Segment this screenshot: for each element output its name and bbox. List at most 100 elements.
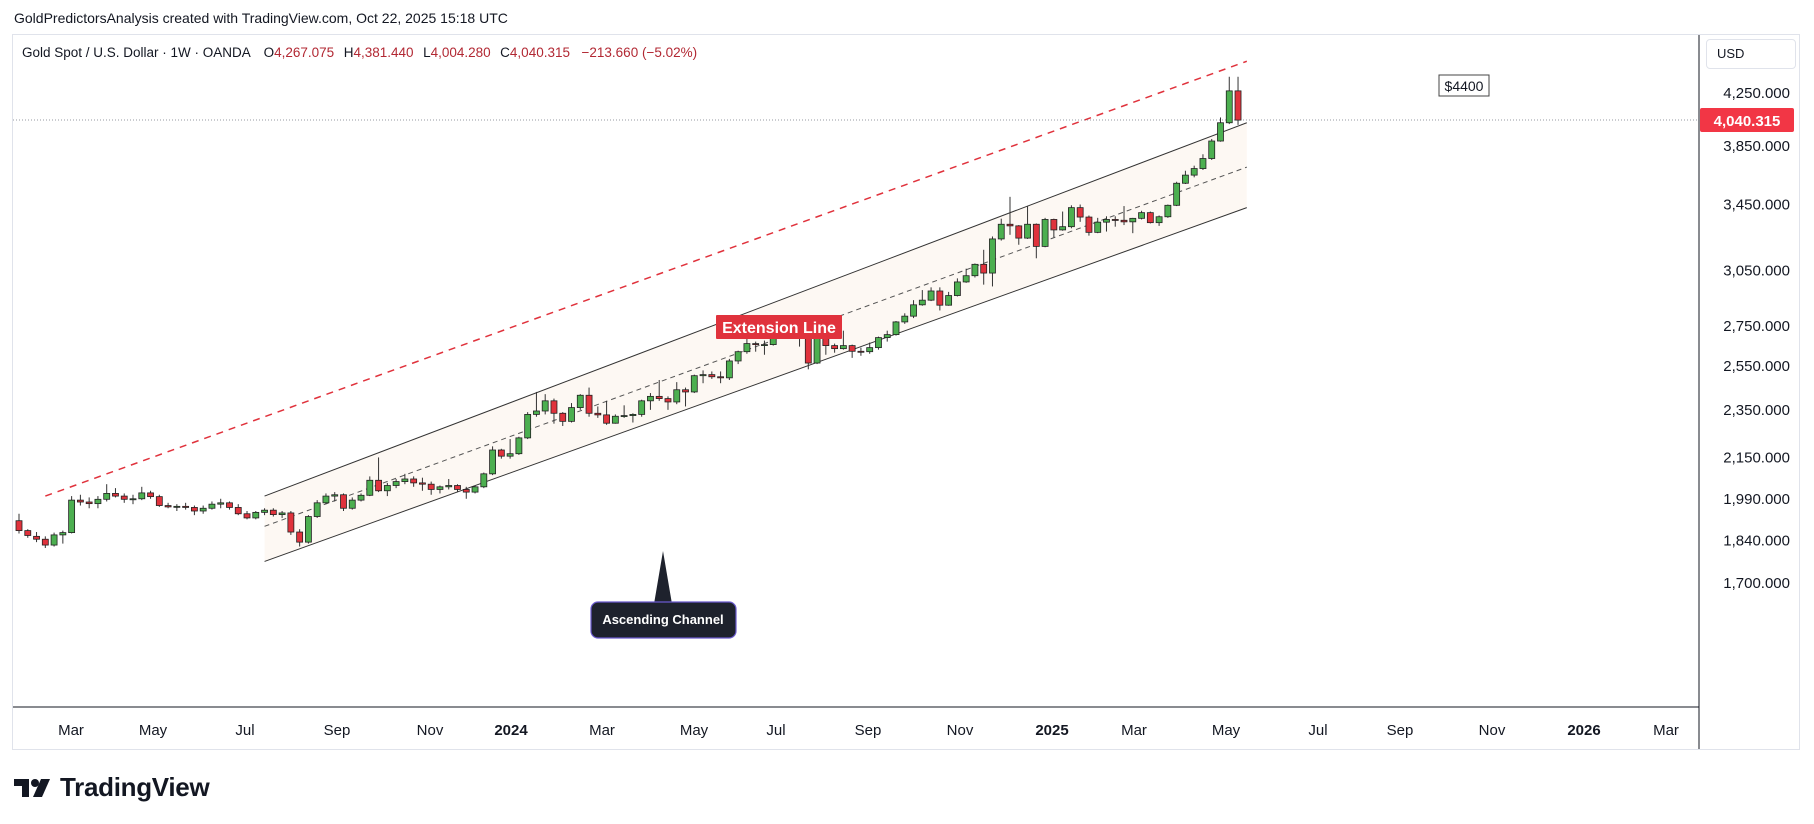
candle[interactable] [348, 497, 356, 510]
candle[interactable] [445, 478, 453, 490]
candle[interactable] [357, 493, 365, 502]
candle[interactable] [647, 393, 654, 410]
candle[interactable] [524, 412, 532, 440]
candle[interactable] [454, 484, 461, 493]
candle[interactable] [419, 477, 426, 491]
candle[interactable] [313, 500, 321, 518]
candle[interactable] [1146, 211, 1154, 224]
candle[interactable] [410, 476, 418, 487]
candle[interactable] [1155, 215, 1163, 226]
candle[interactable] [1041, 217, 1049, 248]
candle[interactable] [489, 446, 496, 476]
candle[interactable] [533, 391, 540, 417]
candle[interactable] [655, 379, 663, 401]
candle[interactable] [383, 482, 391, 497]
candle[interactable] [1234, 76, 1242, 125]
candle[interactable] [734, 350, 742, 365]
candle[interactable] [164, 502, 172, 509]
candle[interactable] [699, 370, 707, 384]
candle[interactable] [936, 287, 944, 311]
candle[interactable] [629, 413, 637, 423]
candle[interactable] [515, 436, 523, 455]
candle[interactable] [243, 511, 251, 520]
candle[interactable] [322, 493, 330, 505]
tradingview-brand[interactable]: TradingView [14, 772, 210, 803]
candle[interactable] [576, 394, 584, 410]
candle[interactable] [427, 481, 435, 495]
candle[interactable] [1059, 211, 1067, 231]
candle[interactable] [901, 313, 909, 324]
candle[interactable] [1085, 215, 1093, 236]
candle[interactable] [85, 497, 93, 509]
candle[interactable] [1199, 154, 1207, 171]
candle[interactable] [664, 396, 672, 410]
candle[interactable] [68, 496, 76, 534]
candle[interactable] [1182, 170, 1189, 184]
candle[interactable] [173, 504, 181, 512]
candle[interactable] [120, 493, 128, 503]
candle[interactable] [997, 218, 1005, 241]
candle[interactable] [226, 501, 233, 510]
lower-channel-line[interactable] [264, 207, 1247, 562]
candle[interactable] [953, 278, 961, 297]
candle[interactable] [375, 457, 382, 493]
candle[interactable] [682, 387, 689, 407]
candle[interactable] [690, 374, 698, 394]
candle[interactable] [725, 358, 733, 380]
candle[interactable] [269, 508, 277, 517]
candle[interactable] [1208, 138, 1216, 160]
candle[interactable] [33, 532, 40, 543]
candle[interactable] [480, 472, 488, 489]
candle[interactable] [1015, 225, 1023, 245]
candle[interactable] [208, 501, 216, 510]
candle[interactable] [129, 494, 137, 505]
candle[interactable] [989, 236, 996, 287]
candle[interactable] [340, 493, 347, 512]
candle[interactable] [155, 494, 163, 507]
candle[interactable] [24, 529, 32, 538]
candle[interactable] [1024, 206, 1031, 239]
candle[interactable] [199, 505, 207, 514]
candle[interactable] [436, 485, 444, 494]
candle[interactable] [585, 387, 593, 417]
candle[interactable] [305, 515, 312, 544]
candle[interactable] [50, 532, 58, 547]
candle[interactable] [234, 504, 242, 516]
candle[interactable] [182, 502, 190, 510]
candle[interactable] [980, 249, 988, 285]
candle[interactable] [217, 498, 225, 509]
candle[interactable] [839, 330, 847, 350]
currency-selector-button[interactable]: USD [1706, 39, 1796, 69]
candle[interactable] [41, 536, 49, 548]
candle[interactable] [910, 300, 917, 319]
candle[interactable] [1129, 217, 1137, 234]
candle[interactable] [1068, 205, 1075, 229]
candle[interactable] [603, 400, 610, 425]
candle[interactable] [1006, 196, 1014, 235]
extension-channel-line[interactable] [45, 60, 1248, 497]
candle[interactable] [506, 439, 514, 459]
candle[interactable] [743, 338, 751, 354]
candle[interactable] [594, 406, 602, 418]
candle[interactable] [752, 341, 760, 352]
candle[interactable] [15, 513, 23, 534]
candle[interactable] [620, 405, 628, 418]
candle[interactable] [94, 496, 102, 509]
candle[interactable] [287, 511, 295, 535]
candle[interactable] [927, 287, 935, 302]
candle[interactable] [1225, 76, 1233, 125]
candle[interactable] [112, 488, 119, 498]
upper-channel-line[interactable] [264, 122, 1247, 497]
candle[interactable] [1076, 204, 1084, 222]
candle[interactable] [76, 494, 84, 506]
candle[interactable] [147, 490, 154, 499]
candle[interactable] [1111, 216, 1119, 227]
candle[interactable] [366, 476, 374, 497]
candle[interactable] [1120, 206, 1128, 226]
candle[interactable] [708, 371, 716, 379]
candle[interactable] [883, 330, 891, 342]
candle[interactable] [638, 399, 646, 417]
candle[interactable] [296, 529, 304, 547]
candle[interactable] [831, 343, 839, 353]
candle[interactable] [497, 448, 505, 459]
